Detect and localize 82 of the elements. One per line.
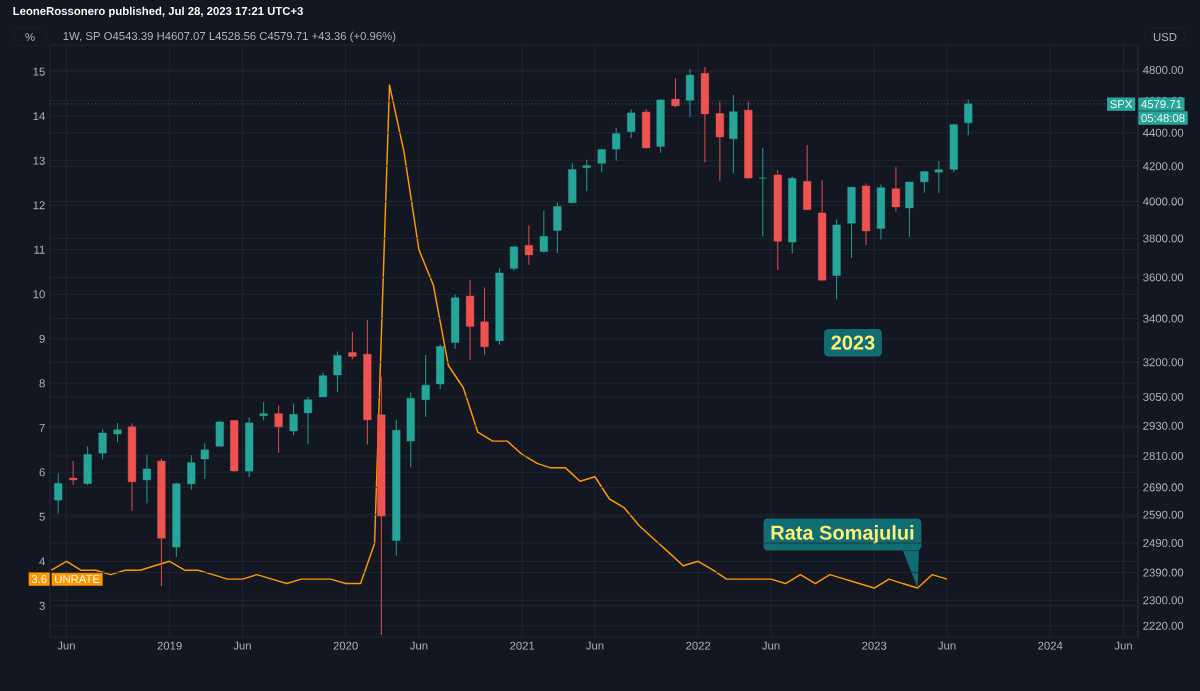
text: 1W, SP O4543.39 H4607.07 L4528.56 C4579.71 +43.36 (+0.96%): [63, 31, 396, 43]
y2-tick-label: 2590.00: [1143, 510, 1184, 519]
y2-tick-label: 2220.00: [1143, 621, 1184, 630]
text: 05:48:08: [1141, 114, 1185, 123]
ref-line-label: 4579.71: [1141, 100, 1182, 109]
y2-tick-label: 4400.00: [1142, 128, 1184, 137]
y2-tick-label: 2390.00: [1143, 568, 1184, 577]
y-tick-label: 4: [39, 557, 45, 566]
y-tick-label: 15: [33, 67, 45, 76]
y2-tick-label: 3200.00: [1143, 358, 1184, 367]
candlestick: [758, 147, 767, 237]
candlestick: [274, 404, 283, 454]
candlestick: [539, 210, 548, 254]
candlestick: [553, 202, 562, 254]
legend-label: UNRATE: [55, 575, 100, 584]
candlestick: [582, 159, 591, 192]
y-tick-label: 5: [39, 512, 45, 521]
y2-axis-title: USD: [1153, 32, 1177, 41]
x-tick-label: Jun: [233, 641, 251, 650]
x-tick-label: Jun: [762, 641, 780, 650]
annotation: 2023: [831, 335, 875, 350]
x-tick-label: Jun: [409, 641, 428, 650]
y-axis-title: %: [25, 33, 35, 41]
y-tick-label: 12: [33, 201, 45, 210]
candlestick: [509, 245, 519, 272]
y-tick-label: 14: [33, 112, 45, 121]
candlestick: [715, 100, 724, 182]
candlestick: [259, 401, 268, 421]
candlestick: [318, 372, 328, 398]
y2-tick-label: 4200.00: [1142, 162, 1184, 171]
candlestick: [98, 428, 107, 461]
candlestick: [671, 77, 680, 108]
x-tick-label: 2024: [1038, 641, 1063, 650]
text: SPX: [1110, 100, 1133, 109]
candlestick: [303, 396, 313, 445]
candlestick: [142, 453, 151, 504]
y2-tick-label: 2300.00: [1143, 596, 1184, 605]
x-tick-label: Jun: [938, 641, 956, 650]
y2-tick-label: 3400.00: [1143, 314, 1184, 323]
y2-tick-label: 4800.00: [1142, 66, 1184, 75]
candlestick: [333, 351, 342, 393]
y-tick-label: 9: [39, 334, 45, 343]
x-tick-label: 2020: [333, 641, 358, 650]
candlestick: [612, 127, 621, 162]
candlestick: [934, 160, 943, 194]
y2-tick-label: 3600.00: [1143, 273, 1184, 282]
y-tick-label: 13: [33, 156, 45, 165]
x-tick-label: Jun: [57, 641, 75, 650]
candlestick: [54, 473, 63, 515]
y-tick-label: 11: [34, 245, 45, 254]
candlestick: [69, 460, 78, 486]
y-tick-label: 10: [33, 290, 45, 299]
y2-tick-label: 4000.00: [1142, 197, 1184, 206]
x-tick-label: 2023: [862, 641, 887, 650]
x-tick-label: 2021: [510, 641, 535, 650]
candlestick: [200, 442, 209, 480]
y2-tick-label: 2490.00: [1143, 539, 1184, 548]
candlestick: [421, 354, 430, 418]
candlestick: [289, 403, 298, 436]
candlestick: [627, 108, 636, 139]
candlestick: [348, 331, 357, 360]
candlestick: [920, 170, 929, 194]
y-tick-label: 6: [39, 468, 45, 477]
text: 3.6: [31, 575, 47, 584]
y-tick-label: 7: [39, 423, 45, 432]
x-tick-label: 2019: [157, 641, 182, 650]
candlestick: [187, 454, 196, 491]
y2-tick-label: 2690.00: [1143, 483, 1184, 492]
y2-tick-label: 3800.00: [1143, 234, 1184, 243]
candlestick: [524, 224, 533, 266]
annotation: Rata Somajului: [771, 525, 914, 544]
x-tick-label: Jun: [586, 641, 604, 650]
y-tick-label: 8: [39, 379, 45, 388]
x-tick-label: Jun: [1114, 641, 1132, 650]
y2-tick-label: 2810.00: [1143, 451, 1184, 460]
candlestick: [113, 422, 122, 443]
chart-title: LeoneRossonero published, Jul 28, 2023 17:21 UTC+3: [13, 6, 303, 18]
y2-tick-label: 2930.00: [1143, 421, 1184, 430]
y2-tick-label: 3050.00: [1143, 392, 1184, 401]
candlestick: [891, 166, 900, 213]
y-tick-label: 3: [39, 601, 45, 610]
x-tick-label: 2022: [686, 641, 711, 650]
